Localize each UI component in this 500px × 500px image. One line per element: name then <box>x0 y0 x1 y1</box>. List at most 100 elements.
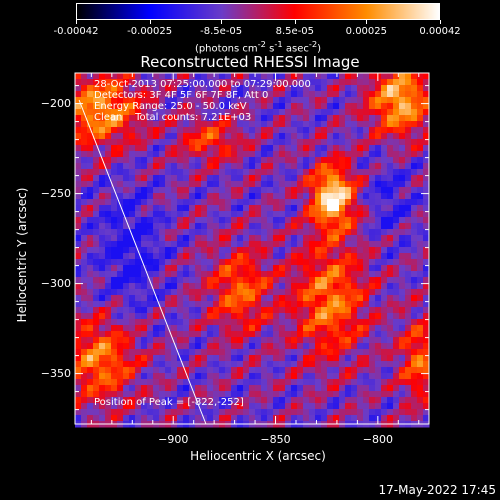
heatmap-cell <box>273 283 280 290</box>
heatmap-cell <box>327 169 334 176</box>
heatmap-cell <box>345 331 352 338</box>
heatmap-cell <box>255 397 262 404</box>
heatmap-cell <box>399 181 406 188</box>
heatmap-cell <box>147 85 154 92</box>
heatmap-cell <box>387 85 394 92</box>
heatmap-cell <box>177 409 184 416</box>
heatmap-cell <box>111 121 118 128</box>
heatmap-cell <box>327 385 334 392</box>
heatmap-cell <box>207 121 214 128</box>
heatmap-cell <box>123 229 130 236</box>
heatmap-cell <box>93 73 100 80</box>
heatmap-cell <box>99 313 106 320</box>
heatmap-cell <box>297 103 304 110</box>
heatmap-cell <box>315 277 322 284</box>
heatmap-cell <box>213 217 220 224</box>
heatmap-cell <box>393 73 400 80</box>
heatmap-cell <box>237 169 244 176</box>
heatmap-cell <box>243 85 250 92</box>
heatmap-cell <box>195 265 202 272</box>
heatmap-cell <box>363 289 370 296</box>
heatmap-cell <box>177 109 184 116</box>
heatmap-cell <box>81 241 88 248</box>
heatmap-cell <box>213 175 220 182</box>
heatmap-cell <box>297 409 304 416</box>
heatmap-cell <box>189 301 196 308</box>
heatmap-cell <box>147 79 154 86</box>
heatmap-cell <box>309 139 316 146</box>
heatmap-cell <box>231 151 238 158</box>
heatmap-cell <box>165 373 172 380</box>
heatmap-cell <box>225 355 232 362</box>
heatmap-cell <box>117 385 124 392</box>
heatmap-cell <box>387 301 394 308</box>
heatmap-cell <box>297 223 304 230</box>
heatmap-cell <box>399 349 406 356</box>
heatmap-cell <box>231 367 238 374</box>
heatmap-cell <box>261 151 268 158</box>
heatmap-cell <box>99 115 106 122</box>
heatmap-cell <box>417 403 424 410</box>
heatmap-cell <box>123 139 130 146</box>
heatmap-cell <box>189 205 196 212</box>
heatmap-cell <box>231 163 238 170</box>
heatmap-cell <box>171 85 178 92</box>
heatmap-cell <box>423 169 430 176</box>
heatmap-cell <box>225 319 232 326</box>
heatmap-cell <box>405 163 412 170</box>
heatmap-cell <box>339 355 346 362</box>
heatmap-cell <box>147 169 154 176</box>
heatmap-cell <box>177 79 184 86</box>
heatmap-cell <box>189 403 196 410</box>
heatmap-cell <box>315 133 322 140</box>
heatmap-cell <box>291 73 298 80</box>
heatmap-cell <box>267 127 274 134</box>
heatmap-cell <box>291 205 298 212</box>
info-line: 28-Oct-2013 07:25:00.000 to 07:29:00.000 <box>94 79 311 90</box>
heatmap-cell <box>369 235 376 242</box>
heatmap-cell <box>417 73 424 80</box>
heatmap-cell <box>387 367 394 374</box>
heatmap-cell <box>303 151 310 158</box>
heatmap-cell <box>129 313 136 320</box>
heatmap-cell <box>189 391 196 398</box>
heatmap-cell <box>213 253 220 260</box>
heatmap-cell <box>399 385 406 392</box>
heatmap-cell <box>273 247 280 254</box>
heatmap-cell <box>213 193 220 200</box>
heatmap-cell <box>129 325 136 332</box>
heatmap-cell <box>333 295 340 302</box>
heatmap-cell <box>165 175 172 182</box>
heatmap-cell <box>213 73 220 80</box>
heatmap-cell <box>129 415 136 422</box>
heatmap-cell <box>321 385 328 392</box>
heatmap-cell <box>111 163 118 170</box>
heatmap-cell <box>153 97 160 104</box>
heatmap-cell <box>369 223 376 230</box>
heatmap-cell <box>285 85 292 92</box>
heatmap-cell <box>243 187 250 194</box>
heatmap-cell <box>399 127 406 134</box>
heatmap-cell <box>195 295 202 302</box>
heatmap-cell <box>375 139 382 146</box>
heatmap-cell <box>351 181 358 188</box>
heatmap-cell <box>273 73 280 80</box>
heatmap-cell <box>159 307 166 314</box>
heatmap-cell <box>75 217 82 224</box>
heatmap-cell <box>195 385 202 392</box>
heatmap-cell <box>375 343 382 350</box>
heatmap-cell <box>303 343 310 350</box>
heatmap-cell <box>153 283 160 290</box>
heatmap-cell <box>405 223 412 230</box>
heatmap-cell <box>135 253 142 260</box>
heatmap-cell <box>75 181 82 188</box>
heatmap-cell <box>297 331 304 338</box>
heatmap-cell <box>195 403 202 410</box>
heatmap-cell <box>237 403 244 410</box>
heatmap-cell <box>153 217 160 224</box>
heatmap-cell <box>345 373 352 380</box>
heatmap-cell <box>249 229 256 236</box>
heatmap-cell <box>363 73 370 80</box>
heatmap-cell <box>159 205 166 212</box>
heatmap-cell <box>165 229 172 236</box>
